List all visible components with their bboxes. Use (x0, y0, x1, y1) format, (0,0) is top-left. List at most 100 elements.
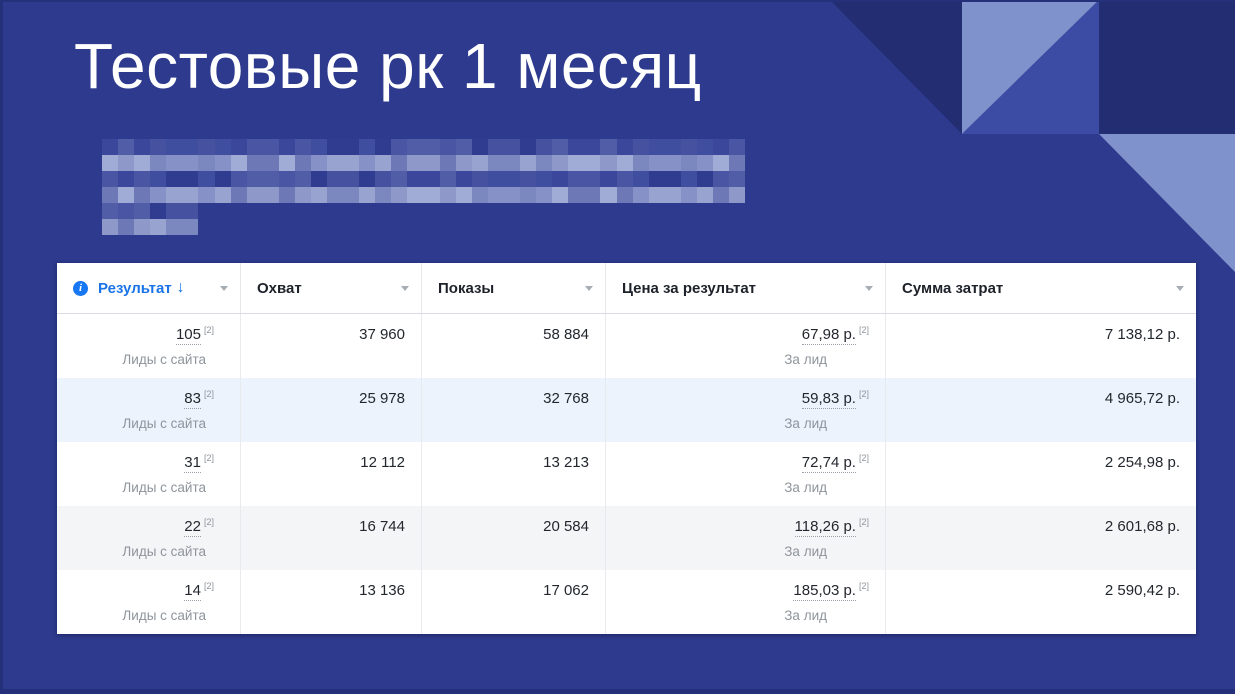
redacted-pixel (278, 171, 295, 187)
redacted-pixel (680, 155, 697, 171)
column-header-reach[interactable]: Охват (240, 263, 421, 313)
sort-descending-icon: ↓ (176, 279, 185, 296)
cost-per-result-cell-value: 67,98 р. (801, 326, 856, 345)
cost-per-result-cell-sublabel: За лид (784, 608, 827, 623)
column-header-cost_per_result[interactable]: Цена за результат (605, 263, 885, 313)
redacted-pixel (520, 155, 537, 171)
redacted-pixel (182, 171, 199, 187)
result-cell-value-line: 31 [2] (65, 453, 214, 473)
redacted-pixel (648, 139, 665, 155)
result-cell: 14 [2] Лиды с сайта (57, 570, 240, 634)
redacted-pixel (246, 139, 263, 155)
redacted-pixel (262, 187, 279, 203)
slide-title: Тестовые рк 1 месяц (74, 30, 702, 102)
redacted-pixel (359, 187, 376, 203)
redacted-pixel (712, 171, 730, 187)
column-header-impressions[interactable]: Показы (421, 263, 605, 313)
cost-per-result-cell: 118,26 р. [2] За лид (605, 506, 885, 570)
redacted-pixel (343, 187, 360, 203)
redacted-pixel (118, 219, 134, 235)
redacted-pixel (118, 203, 134, 219)
redacted-pixel (343, 139, 360, 155)
chevron-down-icon[interactable] (585, 285, 593, 291)
redacted-pixel (278, 139, 295, 155)
result-cell-value: 14 (184, 582, 201, 601)
column-label: Результат (98, 279, 172, 297)
redacted-pixel (552, 139, 569, 155)
redacted-pixel (214, 171, 231, 187)
chevron-down-icon[interactable] (865, 285, 873, 291)
result-cell-sublabel: Лиды с сайта (122, 416, 206, 431)
footnote-ref: [2] (203, 389, 214, 399)
column-header-result[interactable]: i Результат ↓ (57, 263, 240, 313)
redacted-pixel (246, 155, 263, 171)
redacted-pixel (600, 187, 617, 203)
redacted-pixel (696, 187, 713, 203)
cost-per-result-cell: 67,98 р. [2] За лид (605, 314, 885, 378)
redacted-pixel (182, 139, 199, 155)
redacted-line (102, 155, 746, 171)
info-icon[interactable]: i (73, 280, 88, 296)
redacted-pixel (455, 187, 472, 203)
slide-edge-top (0, 0, 1235, 2)
impressions-cell-value: 13 213 (543, 454, 589, 471)
impressions-cell-value: 20 584 (543, 518, 589, 535)
result-cell: 105 [2] Лиды с сайта (57, 314, 240, 378)
redacted-pixel (343, 171, 360, 187)
redacted-pixel (632, 187, 649, 203)
redacted-pixel (584, 139, 601, 155)
redacted-pixel (696, 171, 713, 187)
redacted-pixel (182, 187, 199, 203)
footnote-ref: [2] (858, 325, 869, 335)
redacted-pixel (198, 139, 215, 155)
table-row: 105 [2] Лиды с сайта 37 960 58 884 67,98 р. [2… (57, 314, 1196, 378)
redacted-pixel (327, 139, 344, 155)
redacted-pixel (166, 187, 183, 203)
redacted-pixel (536, 139, 553, 155)
redacted-pixel (664, 171, 681, 187)
redacted-pixel (503, 171, 521, 187)
column-header-spend[interactable]: Сумма затрат (885, 263, 1196, 313)
slide-edge-left (0, 0, 3, 694)
redacted-pixel (150, 187, 167, 203)
redacted-pixel (391, 171, 408, 187)
redacted-pixel (632, 139, 649, 155)
cost-per-result-cell-value: 185,03 р. (793, 582, 856, 601)
redacted-pixel (696, 155, 713, 171)
cost-per-result-cell-sublabel: За лид (784, 544, 827, 559)
redacted-pixel (198, 171, 215, 187)
table-row: 31 [2] Лиды с сайта 12 112 13 213 72,74 р. [2]… (57, 442, 1196, 506)
chevron-down-icon[interactable] (401, 285, 409, 291)
redacted-pixel (198, 155, 215, 171)
redacted-pixel (134, 219, 150, 235)
redacted-pixel (423, 171, 440, 187)
reach-cell: 37 960 (240, 314, 421, 378)
redacted-pixel (487, 139, 504, 155)
footnote-ref: [2] (203, 517, 214, 527)
redacted-pixel (311, 187, 328, 203)
result-cell-value-line: 22 [2] (65, 517, 214, 537)
table-row: 83 [2] Лиды с сайта 25 978 32 768 59,83 р. [2]… (57, 378, 1196, 442)
redacted-pixel (520, 171, 537, 187)
redacted-pixel (134, 139, 151, 155)
corner-rect-dark-icon (1099, 0, 1235, 134)
cost-per-result-cell-value-line: 67,98 р. [2] (614, 325, 869, 345)
redacted-pixel (552, 171, 569, 187)
redacted-pixel (471, 155, 488, 171)
chevron-down-icon[interactable] (1176, 285, 1184, 291)
redacted-pixel (327, 171, 344, 187)
redacted-pixel (632, 155, 649, 171)
redacted-pixel (214, 139, 231, 155)
redacted-pixel (230, 155, 247, 171)
redacted-pixel (375, 139, 392, 155)
spend-cell-value: 2 601,68 р. (1104, 518, 1180, 535)
reach-cell: 25 978 (240, 378, 421, 442)
column-label: Цена за результат (622, 279, 757, 297)
reach-cell-value: 16 744 (359, 518, 405, 535)
result-cell-value: 31 (184, 454, 201, 473)
redacted-pixel (311, 155, 328, 171)
result-cell-value: 105 (175, 326, 201, 345)
redacted-line (102, 139, 746, 155)
chevron-down-icon[interactable] (220, 285, 228, 291)
redacted-pixel (471, 139, 488, 155)
